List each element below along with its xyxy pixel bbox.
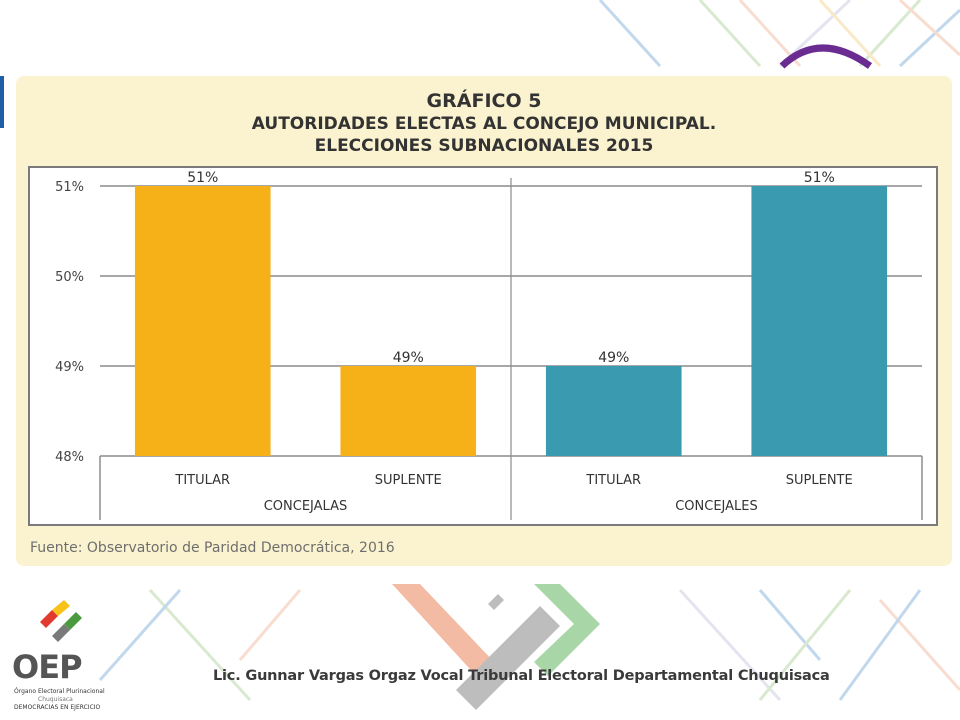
y-tick-label: 49% bbox=[55, 360, 84, 375]
data-label: 51% bbox=[187, 170, 218, 186]
data-label: 51% bbox=[804, 170, 835, 186]
logo-caption-3: DEMOCRACIAS EN EJERCICIO bbox=[14, 704, 101, 711]
chart-title-number: GRÁFICO 5 bbox=[426, 90, 542, 112]
data-label: 49% bbox=[598, 350, 629, 366]
x-group-label: CONCEJALES bbox=[675, 499, 758, 514]
left-accent-bar bbox=[0, 76, 4, 128]
bar bbox=[545, 366, 682, 456]
source-note: Fuente: Observatorio de Paridad Democrát… bbox=[30, 540, 395, 556]
x-category-label: TITULAR bbox=[174, 473, 230, 488]
bar bbox=[751, 186, 888, 456]
x-category-label: TITULAR bbox=[585, 473, 641, 488]
oep-logo: OEP Órgano Electoral Plurinacional Chuqu… bbox=[8, 600, 138, 718]
chart-panel: GRÁFICO 5 AUTORIDADES ELECTAS AL CONCEJO… bbox=[16, 76, 952, 566]
bar bbox=[134, 186, 271, 456]
footer-credit: Lic. Gunnar Vargas Orgaz Vocal Tribunal … bbox=[213, 668, 830, 684]
x-category-label: SUPLENTE bbox=[786, 473, 853, 488]
bar bbox=[340, 366, 477, 456]
y-tick-label: 51% bbox=[55, 180, 84, 195]
plot-area: 51% 50% 49% 48% 51% TITULAR 49% SUPLENTE CONCEJA… bbox=[28, 166, 938, 526]
logo-text: OEP bbox=[12, 648, 83, 686]
logo-mark-icon bbox=[40, 600, 82, 642]
bar-chart: 51% 50% 49% 48% 51% TITULAR 49% SUPLENTE CONCEJA… bbox=[55, 170, 923, 520]
x-category-label: SUPLENTE bbox=[375, 473, 442, 488]
y-tick-label: 48% bbox=[55, 450, 84, 465]
x-group-label: CONCEJALAS bbox=[264, 499, 348, 514]
logo-caption-2: Chuquisaca bbox=[38, 696, 73, 703]
logo-caption-1: Órgano Electoral Plurinacional bbox=[14, 688, 105, 695]
chart-title: AUTORIDADES ELECTAS AL CONCEJO MUNICIPAL… bbox=[251, 114, 717, 134]
chart-subtitle: ELECCIONES SUBNACIONALES 2015 bbox=[314, 136, 654, 156]
y-tick-label: 50% bbox=[55, 270, 84, 285]
data-label: 49% bbox=[393, 350, 424, 366]
